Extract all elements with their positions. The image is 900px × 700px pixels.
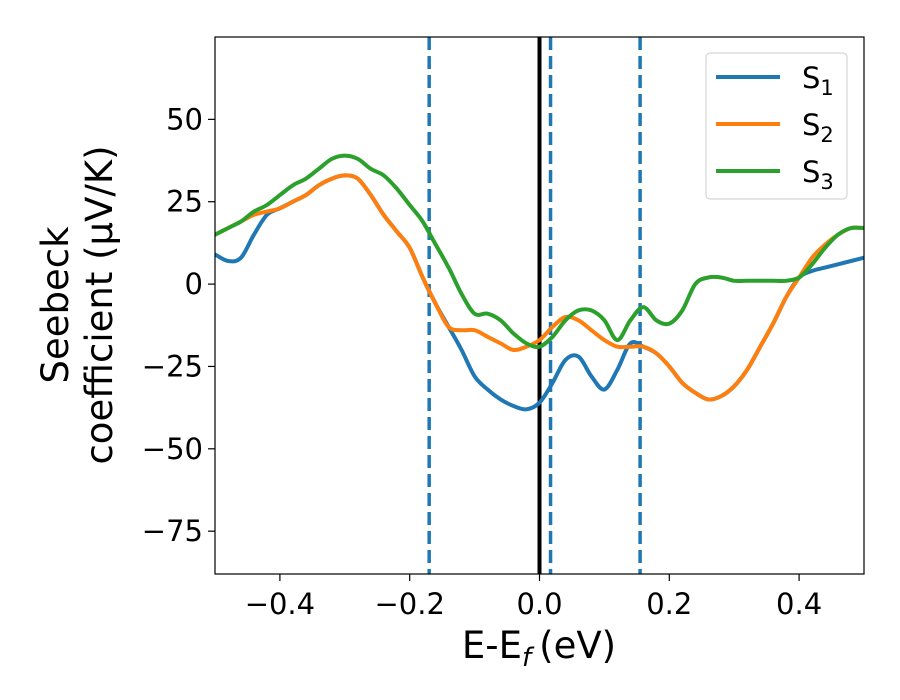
x-axis-label: E-Ef (eV) (462, 624, 616, 673)
x-axis-label-subscript: f (522, 643, 535, 673)
series-line-s3 (215, 153, 864, 349)
legend-label-s1: S1 (802, 61, 834, 100)
y-tick-label: 50 (166, 102, 203, 136)
x-tick-label: 0.4 (776, 587, 822, 621)
vertical-reference-lines (427, 37, 642, 574)
y-tick-label: 0 (185, 267, 203, 301)
y-tick-label: −25 (142, 349, 203, 383)
x-tick-label: −0.4 (245, 587, 315, 621)
y-axis-ticks: 50 25 0 −25 −50 −75 (142, 102, 215, 548)
y-tick-label: −50 (142, 432, 203, 466)
y-tick-label: −75 (142, 514, 203, 548)
series-line-s2 (215, 173, 864, 402)
x-tick-label: −0.2 (374, 587, 444, 621)
y-axis-label-line1: Seebeck (34, 226, 77, 384)
x-axis-ticks: −0.4 −0.2 0.0 0.2 0.4 (245, 574, 822, 621)
legend-label-s3: S3 (802, 155, 834, 194)
legend: S1 S2 S3 (705, 52, 848, 200)
y-axis-label-line2: coefficient (μV/K) (78, 145, 121, 464)
x-tick-label: 0.2 (646, 587, 692, 621)
y-tick-label: 25 (166, 185, 203, 219)
series-lines (215, 153, 864, 412)
x-tick-label: 0.0 (516, 587, 562, 621)
legend-label-s2: S2 (802, 108, 834, 147)
